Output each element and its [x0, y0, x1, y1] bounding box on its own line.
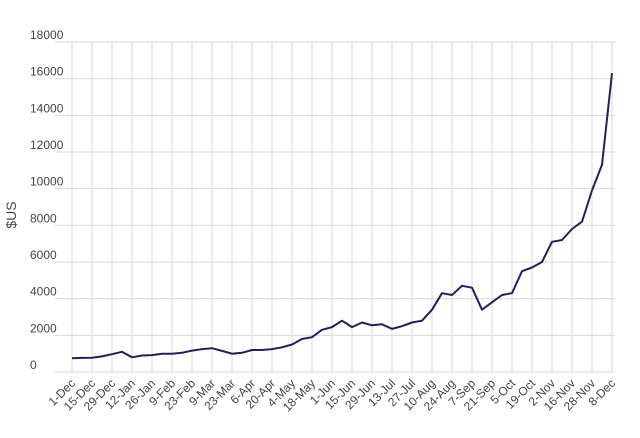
- y-tick-label: 16000: [30, 65, 64, 79]
- y-tick-label: 8000: [30, 211, 57, 225]
- y-tick-label: 18000: [30, 28, 64, 42]
- y-tick-label: 4000: [30, 285, 57, 299]
- price-line: [71, 73, 613, 360]
- y-axis-label: $US: [3, 201, 19, 228]
- y-tick-label: 6000: [30, 248, 57, 262]
- y-tick-label: 12000: [30, 138, 64, 152]
- y-tick-label: 10000: [30, 175, 64, 189]
- y-tick-label: 14000: [30, 101, 64, 115]
- y-tick-label: 0: [30, 358, 37, 372]
- y-tick-label: 2000: [30, 321, 57, 335]
